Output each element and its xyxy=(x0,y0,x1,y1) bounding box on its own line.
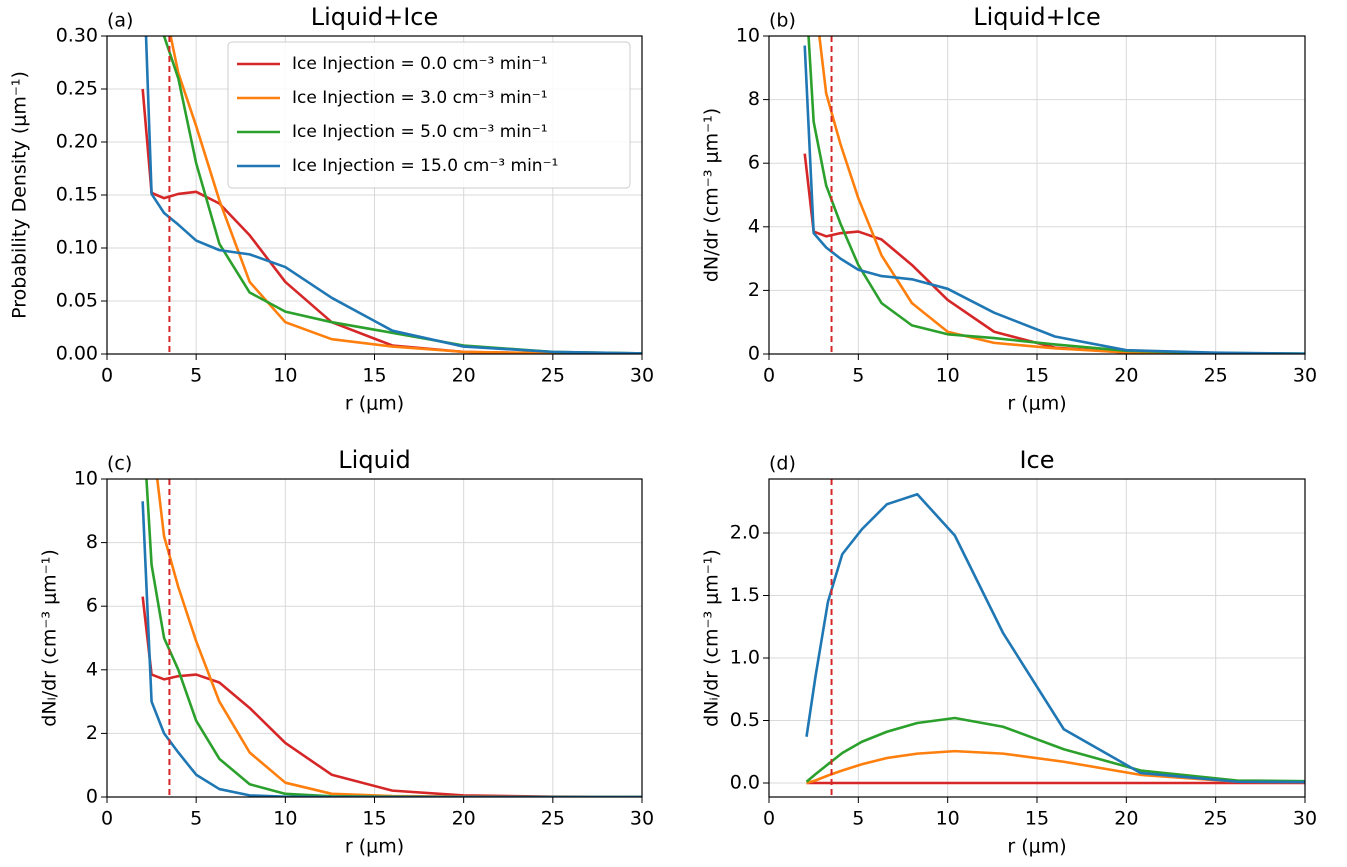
chart-title: Liquid xyxy=(338,446,410,474)
panel: 0 5 10 15 20 25 30 0.0 0.5 1.0 1.5 2.0 Ice (d) r (μm) d… xyxy=(701,446,1318,858)
y-axis-label: Probability Density (μm⁻¹) xyxy=(9,71,31,319)
axes-frame xyxy=(768,35,1306,355)
x-tick-label: 30 xyxy=(630,365,654,387)
x-axis-label: r (μm) xyxy=(345,836,404,858)
x-tick-label: 5 xyxy=(852,808,864,830)
axes-frame xyxy=(106,478,643,798)
series-line xyxy=(803,153,1305,354)
y-tick-label: 4 xyxy=(86,658,98,680)
x-tick-label: 5 xyxy=(852,365,864,387)
y-tick-label: 1.5 xyxy=(730,584,760,606)
y-tick-label: 8 xyxy=(748,88,760,110)
chart-title: Liquid+Ice xyxy=(311,3,439,31)
y-tick-label: 0.10 xyxy=(56,237,98,259)
x-tick-label: 20 xyxy=(1114,808,1138,830)
x-axis-label: r (μm) xyxy=(1007,836,1066,858)
x-tick-label: 15 xyxy=(362,808,386,830)
y-axis-label: dN/dr (cm⁻³ μm⁻¹) xyxy=(701,108,723,282)
panel-label: (c) xyxy=(107,453,132,475)
legend-box xyxy=(227,41,631,189)
series-line xyxy=(141,596,642,797)
y-tick-label: 0.20 xyxy=(56,131,98,153)
x-tick-label: 25 xyxy=(541,808,565,830)
x-axis-label: r (μm) xyxy=(345,393,404,415)
y-tick-label: 0.05 xyxy=(56,290,98,312)
y-tick-label: 2 xyxy=(86,722,98,744)
series-line xyxy=(169,36,642,354)
legend-label: Ice Injection = 5.0 cm⁻³ min⁻¹ xyxy=(292,122,548,142)
chart-title: Liquid+Ice xyxy=(973,3,1101,31)
y-tick-label: 0.25 xyxy=(56,78,98,100)
legend-label: Ice Injection = 0.0 cm⁻³ min⁻¹ xyxy=(292,54,548,74)
x-tick-label: 15 xyxy=(1025,808,1049,830)
plot-area xyxy=(805,479,1305,797)
plot-area xyxy=(141,36,642,354)
y-tick-label: 0.5 xyxy=(730,709,760,731)
series-line xyxy=(805,492,1305,784)
x-tick-label: 30 xyxy=(630,808,654,830)
y-tick-label: 2 xyxy=(748,279,760,301)
series-line xyxy=(141,501,642,797)
y-tick-label: 1.0 xyxy=(730,647,760,669)
x-tick-label: 30 xyxy=(1293,808,1317,830)
x-tick-label: 20 xyxy=(1114,365,1138,387)
y-tick-label: 2.0 xyxy=(730,522,760,544)
x-tick-label: 20 xyxy=(452,808,476,830)
x-tick-label: 0 xyxy=(763,808,775,830)
panel-label: (d) xyxy=(769,453,796,475)
axes-frame xyxy=(768,478,1306,798)
y-tick-label: 0.30 xyxy=(56,25,98,47)
y-tick-label: 6 xyxy=(86,595,98,617)
y-tick-label: 8 xyxy=(86,531,98,553)
x-tick-label: 15 xyxy=(362,365,386,387)
chart-title: Ice xyxy=(1019,446,1054,474)
y-tick-label: 10 xyxy=(736,25,760,47)
y-tick-label: 0.0 xyxy=(730,772,760,794)
series-line xyxy=(805,716,1305,783)
x-tick-label: 25 xyxy=(541,365,565,387)
x-tick-label: 10 xyxy=(273,808,297,830)
y-tick-label: 0 xyxy=(86,786,98,808)
x-tick-label: 20 xyxy=(452,365,476,387)
series-line xyxy=(144,36,642,354)
legend-label: Ice Injection = 15.0 cm⁻³ min⁻¹ xyxy=(292,156,558,176)
series-line xyxy=(803,45,1305,354)
legend: Ice Injection = 0.0 cm⁻³ min⁻¹ Ice Inject… xyxy=(227,41,631,189)
x-tick-label: 25 xyxy=(1204,365,1228,387)
panel: 0 5 10 15 20 25 30 0 2 4 6 8 10 Liquid (c) r (μm) dNₗ/dr… xyxy=(39,446,655,858)
x-tick-label: 0 xyxy=(101,808,113,830)
x-tick-label: 10 xyxy=(273,365,297,387)
y-axis-label: dNₗ/dr (cm⁻³ μm⁻¹) xyxy=(39,549,61,726)
plot-area xyxy=(803,36,1305,354)
x-tick-label: 15 xyxy=(1025,365,1049,387)
panel: 0 5 10 15 20 25 30 0.00 0.05 0.10 0.15 0.20 0.25 0.30… xyxy=(9,3,655,415)
x-tick-label: 10 xyxy=(936,365,960,387)
y-tick-label: 10 xyxy=(74,468,98,490)
series-line xyxy=(145,479,642,797)
x-axis-label: r (μm) xyxy=(1007,393,1066,415)
y-tick-label: 0.00 xyxy=(56,343,98,365)
x-tick-label: 5 xyxy=(190,808,202,830)
y-axis-label: dNᵢ/dr (cm⁻³ μm⁻¹) xyxy=(701,549,723,727)
panel: 0 5 10 15 20 25 30 0 2 4 6 8 10 Liquid+Ice (b) r (μm) dN… xyxy=(701,3,1318,415)
y-tick-label: 4 xyxy=(748,215,760,237)
x-tick-label: 0 xyxy=(763,365,775,387)
legend-label: Ice Injection = 3.0 cm⁻³ min⁻¹ xyxy=(292,88,548,108)
panel-label: (a) xyxy=(107,10,133,32)
x-tick-label: 30 xyxy=(1293,365,1317,387)
y-tick-label: 0 xyxy=(748,343,760,365)
series-line xyxy=(818,36,1305,354)
x-tick-label: 0 xyxy=(101,365,113,387)
panel-label: (b) xyxy=(769,10,796,32)
y-tick-label: 6 xyxy=(748,152,760,174)
x-tick-label: 5 xyxy=(190,365,202,387)
axes-frame xyxy=(106,35,643,355)
x-tick-label: 10 xyxy=(936,808,960,830)
series-line xyxy=(806,749,1305,785)
x-tick-label: 25 xyxy=(1204,808,1228,830)
series-line xyxy=(807,36,1305,354)
y-tick-label: 0.15 xyxy=(56,184,98,206)
